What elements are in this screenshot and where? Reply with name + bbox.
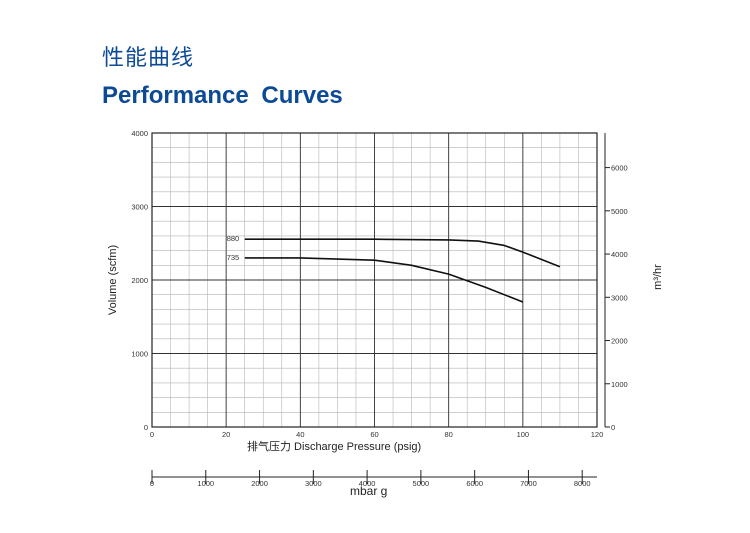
- y-tick-label: 1000: [131, 350, 148, 359]
- y2-axis-title: m³/hr: [652, 264, 664, 290]
- x2-tick-label: 1000: [197, 479, 214, 488]
- x2-tick-label: 5000: [413, 479, 430, 488]
- series-label-735: 735: [227, 253, 240, 262]
- x2-tick-label: 2000: [251, 479, 268, 488]
- y2-tick-label: 4000: [611, 250, 628, 259]
- series-line-880: [244, 238, 561, 268]
- page-title-chinese: 性能曲线: [102, 46, 195, 71]
- x2-tick-label: 6000: [466, 479, 483, 488]
- series-group: 880 735: [227, 234, 561, 303]
- y2-axis-ticks: 0 1000 2000 3000 4000 5000 6000: [605, 164, 628, 432]
- y2-tick-label: 5000: [611, 207, 628, 216]
- y-tick-label: 2000: [131, 276, 148, 285]
- x-tick-label: 60: [370, 430, 378, 439]
- y2-tick-label: 3000: [611, 293, 628, 302]
- y-tick-label: 0: [144, 423, 148, 432]
- x-tick-label: 40: [296, 430, 304, 439]
- x-axis-ticks: 0 20 40 60 80 100 120: [150, 430, 603, 439]
- x-tick-label: 20: [222, 430, 230, 439]
- y2-tick-label: 6000: [611, 164, 628, 173]
- x-tick-label: 0: [150, 430, 154, 439]
- y-axis-title: Volume (scfm): [107, 245, 119, 315]
- x2-tick-label: 7000: [520, 479, 537, 488]
- y-tick-label: 4000: [131, 129, 148, 138]
- y2-tick-label: 0: [611, 423, 615, 432]
- x-tick-label: 120: [591, 430, 604, 439]
- page-title-english: Performance Curves: [102, 82, 343, 109]
- x2-tick-label: 0: [150, 479, 154, 488]
- series-line-735: [244, 257, 524, 303]
- x2-tick-label: 3000: [305, 479, 322, 488]
- y-axis-ticks: 0 1000 2000 3000 4000: [131, 129, 148, 432]
- y2-tick-label: 1000: [611, 380, 628, 389]
- x-axis-title: 排气压力 Discharge Pressure (psig): [247, 439, 421, 453]
- x2-tick-label: 4000: [359, 479, 376, 488]
- x2-tick-label: 8000: [574, 479, 591, 488]
- y2-tick-label: 2000: [611, 337, 628, 346]
- y-tick-label: 3000: [131, 203, 148, 212]
- series-label-880: 880: [227, 234, 240, 243]
- x2-axis-ticks: 0 1000 2000 3000 4000 5000 6000 7000 8000: [150, 470, 591, 488]
- plot-border: [151, 132, 598, 428]
- plot-frame: [151, 132, 606, 478]
- x2-axis-title: mbar g: [350, 484, 387, 498]
- x-tick-label: 100: [517, 430, 530, 439]
- x-tick-label: 80: [444, 430, 452, 439]
